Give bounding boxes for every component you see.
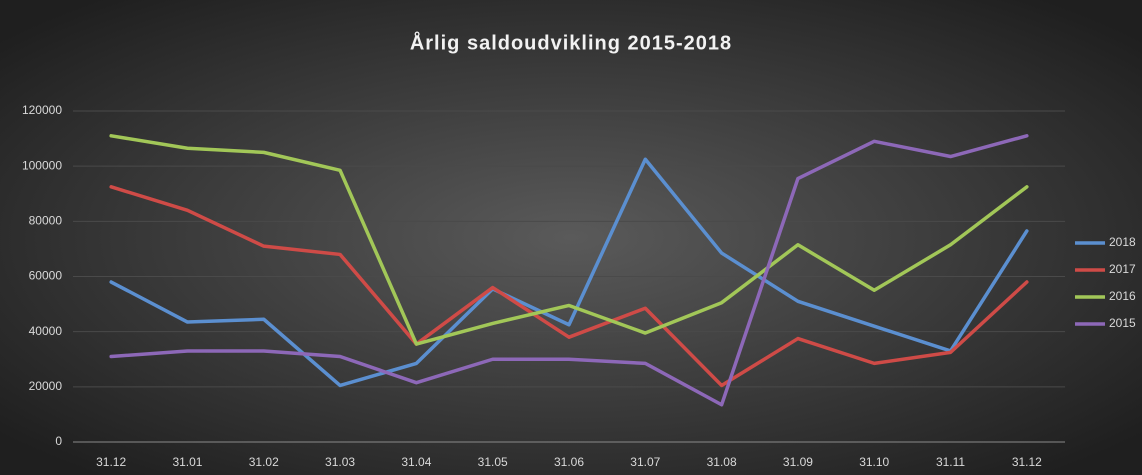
chart-title: Årlig saldoudvikling 2015-2018: [410, 30, 732, 54]
y-tick-label: 60000: [29, 269, 63, 283]
line-series: [109, 185, 1029, 388]
line-series: [109, 157, 1029, 388]
x-tick-label: 31.09: [783, 455, 813, 469]
line-series: [109, 134, 1029, 346]
line-series: [109, 134, 1029, 407]
y-tick-label: 20000: [29, 379, 63, 393]
x-tick-label: 31.11: [936, 455, 965, 469]
x-tick-label: 31.04: [401, 455, 431, 469]
y-tick-label: 40000: [29, 324, 63, 338]
x-tick-label: 31.12: [1012, 455, 1042, 469]
legend-label: 2016: [1109, 289, 1136, 303]
y-tick-label: 100000: [22, 158, 62, 172]
x-tick-label: 31.07: [630, 455, 660, 469]
legend-label: 2017: [1109, 262, 1136, 276]
legend-label: 2015: [1109, 316, 1136, 330]
x-tick-label: 31.01: [172, 455, 202, 469]
x-tick-label: 31.10: [859, 455, 889, 469]
x-tick-label: 31.05: [478, 455, 508, 469]
y-tick-label: 0: [55, 434, 62, 448]
legend-label: 2018: [1109, 235, 1136, 249]
x-tick-label: 31.08: [707, 455, 737, 469]
x-tick-label: 31.02: [249, 455, 279, 469]
x-tick-label: 31.06: [554, 455, 584, 469]
x-tick-label: 31.03: [325, 455, 355, 469]
y-tick-label: 80000: [29, 214, 63, 228]
y-tick-label: 120000: [22, 103, 62, 117]
x-tick-label: 31.12: [96, 455, 126, 469]
